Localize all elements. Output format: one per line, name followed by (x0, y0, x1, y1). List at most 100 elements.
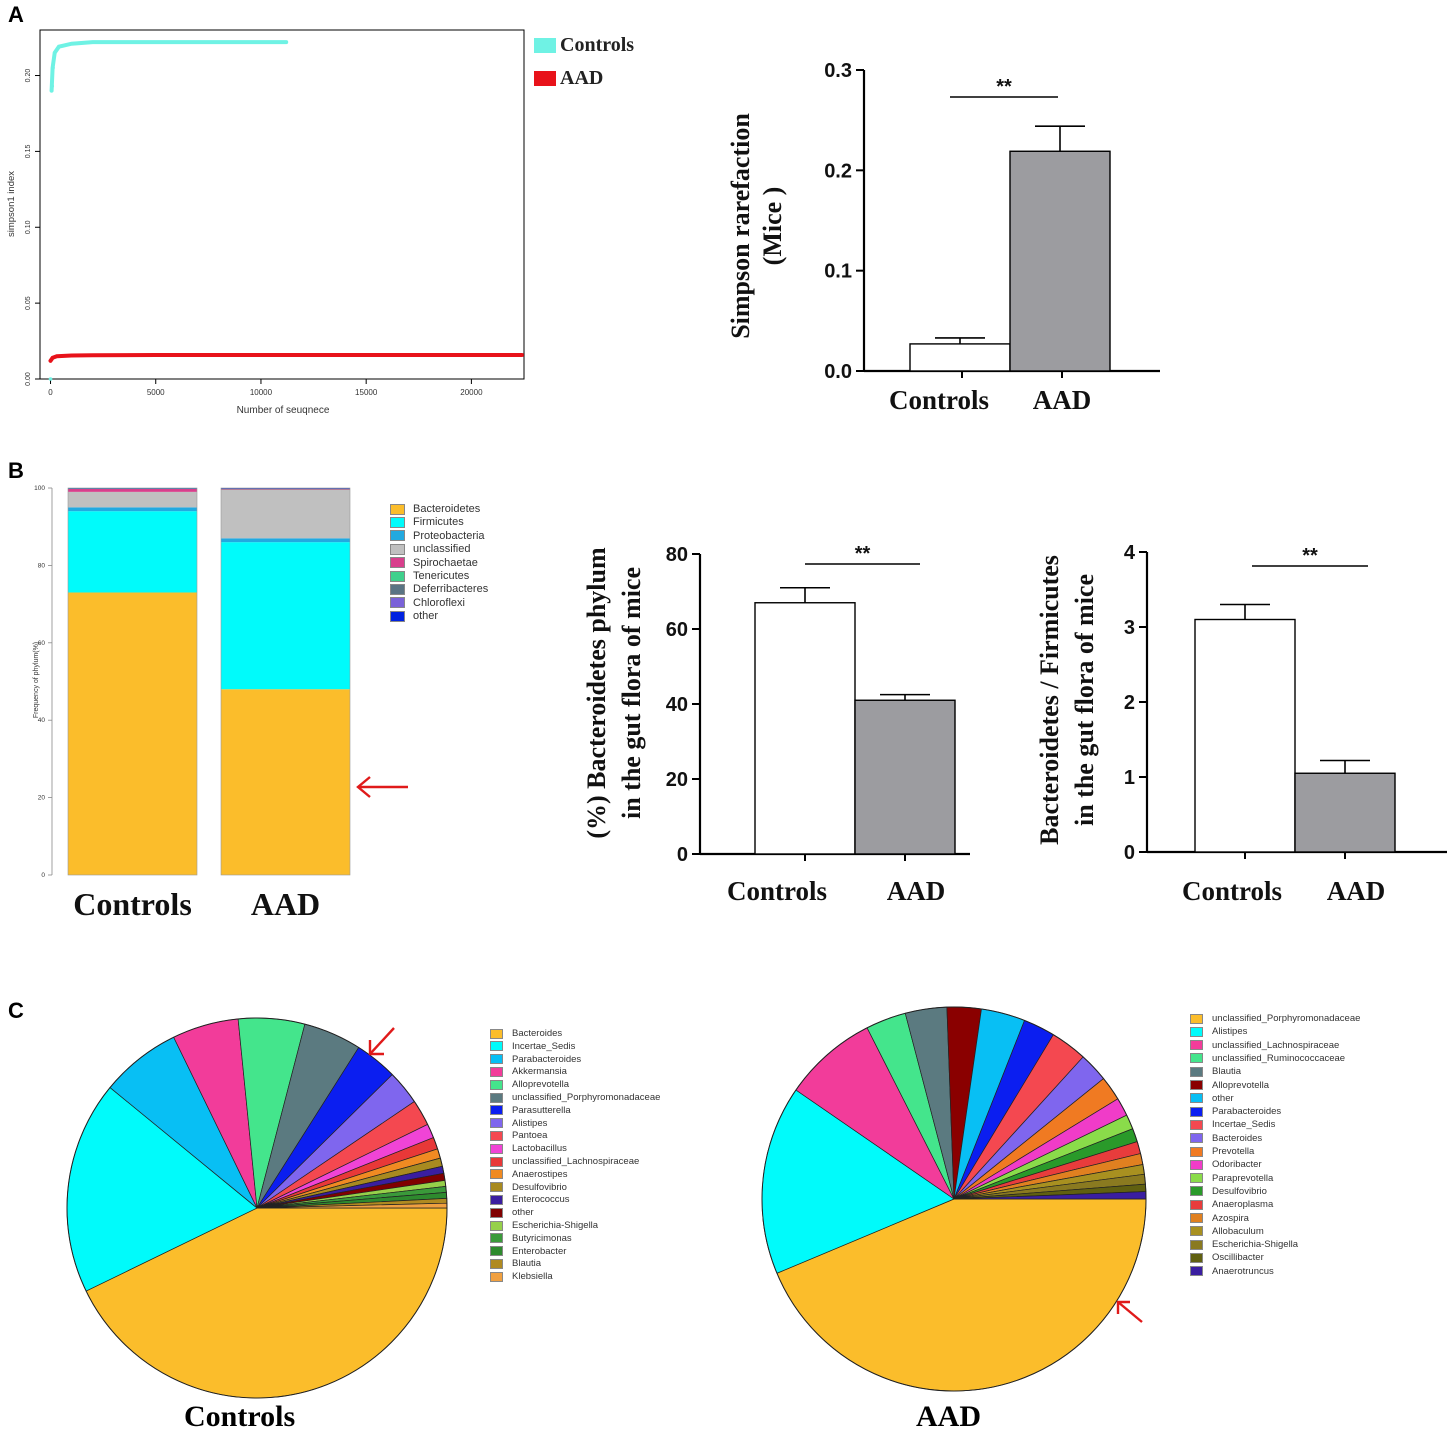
x-tick-label: AAD (887, 876, 946, 906)
x-tick-label: AAD (1033, 385, 1092, 415)
legend-label-controls: Controls (560, 34, 635, 56)
phylum-legend: Bacteroidetes Firmicutes Proteobacteria unc… (390, 503, 550, 633)
y-tick-label: 0.10 (25, 220, 32, 234)
x-tick-label: 15000 (355, 388, 378, 397)
series-point (49, 88, 54, 93)
legend-swatch (1190, 1173, 1203, 1184)
category-label: Controls (73, 886, 192, 922)
legend-controls: Controls (534, 34, 634, 57)
legend-item: Incertae_Sedis (1190, 1119, 1275, 1130)
legend-label: Anaerostipes (512, 1168, 568, 1180)
y-tick-label: 3 (1124, 617, 1135, 639)
legend-item: Enterococcus (490, 1194, 570, 1205)
panel-letter-b: B (8, 458, 24, 483)
legend-label: other (512, 1207, 534, 1219)
legend-swatch (490, 1105, 503, 1116)
aad-pie-title: AAD (916, 1400, 981, 1433)
y-tick-label: 0 (41, 872, 45, 879)
rarefaction-chart: 0 5000 10000 15000 20000 0.00 0.05 0.10 0.15 0.2… (6, 29, 525, 416)
legend-label-aad: AAD (560, 67, 604, 89)
legend-label: Proteobacteria (413, 529, 485, 542)
bar-controls (754, 602, 856, 855)
legend-label: Alistipes (512, 1117, 548, 1129)
segment-unclassified (221, 489, 350, 539)
y-tick-label: 0 (1124, 842, 1135, 864)
y-tick-label: 4 (1124, 542, 1136, 564)
legend-label: Desulfovibrio (1212, 1185, 1267, 1197)
legend-item: Parasutterella (490, 1105, 571, 1116)
legend-label: Spirochaetae (413, 556, 478, 569)
legend-swatch (490, 1220, 503, 1231)
y-tick-label: 0.2 (824, 160, 852, 182)
aad-pie-legend: unclassified_Porphyromonadaceae Alistipes… (1190, 1013, 1390, 1283)
legend-swatch (390, 530, 405, 542)
segment-bacteroidetes (68, 592, 197, 875)
bar-aad (854, 699, 956, 855)
legend-item: Blautia (490, 1258, 541, 1269)
legend-swatch (1190, 1106, 1203, 1117)
legend-swatch (490, 1233, 503, 1244)
legend-swatch (1190, 1159, 1203, 1170)
controls-pie-legend: Bacteroides Incertae_Sedis Parabacteroides… (490, 1028, 690, 1288)
legend-swatch (490, 1118, 503, 1129)
series-line-controls (49, 40, 289, 93)
legend-item: Spirochaetae (390, 557, 478, 569)
legend-item: Anaerotruncus (1190, 1266, 1274, 1277)
legend-swatch (490, 1194, 503, 1205)
legend-label: unclassified_Porphyromonadaceae (1212, 1013, 1361, 1024)
legend-item: Anaerostipes (490, 1169, 567, 1180)
legend-item: Parabacteroides (1190, 1106, 1281, 1117)
series-point (51, 66, 55, 70)
legend-swatch (390, 557, 405, 569)
legend-label: Alistipes (1212, 1026, 1248, 1038)
legend-swatch (490, 1130, 503, 1141)
legend-item: Alistipes (490, 1118, 547, 1129)
legend-label: unclassified (413, 543, 471, 556)
legend-item: Proteobacteria (390, 530, 485, 542)
y-tick-label: 100 (34, 485, 45, 492)
red-arrow-controls-pie (368, 1027, 395, 1056)
legend-swatch-controls (534, 38, 556, 53)
legend-label: Parabacteroides (1212, 1106, 1282, 1118)
y-axis-label-line1: Bacteroidetes / Firmicutes (1035, 555, 1064, 845)
legend-swatch (390, 543, 405, 555)
legend-item: Azospira (1190, 1213, 1249, 1224)
legend-item: Alloprevotella (490, 1079, 569, 1090)
legend-swatch (490, 1092, 503, 1103)
legend-label: Oscillibacter (1212, 1252, 1264, 1264)
legend-label: Chloroflexi (413, 596, 465, 609)
legend-swatch (390, 583, 405, 595)
legend-item: Akkermansia (490, 1066, 567, 1077)
legend-item: other (390, 610, 438, 622)
y-tick-label: 0.20 (25, 69, 32, 83)
legend-swatch (1190, 1013, 1203, 1024)
y-tick-label: 0.00 (25, 372, 32, 386)
y-tick-label: 0.1 (824, 261, 852, 283)
segment-bacteroidetes (221, 689, 350, 875)
legend-swatch (490, 1207, 503, 1218)
legend-item: Odoribacter (1190, 1159, 1262, 1170)
legend-swatch (490, 1028, 503, 1039)
legend-swatch (1190, 1066, 1203, 1077)
stack-frame (67, 487, 198, 876)
y-tick-label: 20 (666, 769, 688, 791)
legend-swatch (1190, 1252, 1203, 1263)
segment-unclassified (68, 491, 197, 508)
legend-label: Alloprevotella (512, 1079, 570, 1091)
y-tick-label: 20 (38, 795, 46, 802)
segment-spirochaetae (221, 489, 350, 490)
legend-swatch (490, 1156, 503, 1167)
legend-label: Lactobacillus (512, 1143, 567, 1155)
legend-item: Deferribacteres (390, 583, 488, 595)
legend-aad: AAD (534, 67, 603, 90)
legend-label: other (1212, 1092, 1234, 1104)
legend-label: Escherichia-Shigella (1212, 1239, 1299, 1251)
legend-item: unclassified_Porphyromonadaceae (1190, 1013, 1360, 1024)
legend-swatch (490, 1246, 503, 1257)
y-tick-label: 1 (1124, 767, 1135, 789)
x-tick-label: AAD (1327, 876, 1386, 906)
significance-marker: ** (855, 543, 871, 565)
legend-swatch (490, 1258, 503, 1269)
legend-item: Bacteroides (1190, 1133, 1262, 1144)
legend-label: Parabacteroides (512, 1053, 582, 1065)
